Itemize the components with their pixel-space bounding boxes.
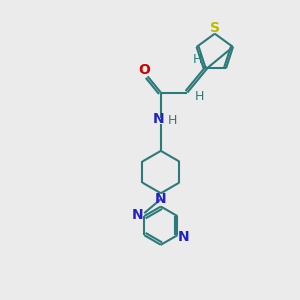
Text: N: N [154, 192, 166, 206]
Text: H: H [193, 53, 202, 66]
Text: H: H [195, 91, 204, 103]
Text: N: N [153, 112, 164, 126]
Text: H: H [167, 114, 177, 127]
Text: N: N [132, 208, 144, 222]
Text: O: O [139, 64, 151, 77]
Text: S: S [210, 21, 220, 35]
Text: N: N [178, 230, 190, 244]
